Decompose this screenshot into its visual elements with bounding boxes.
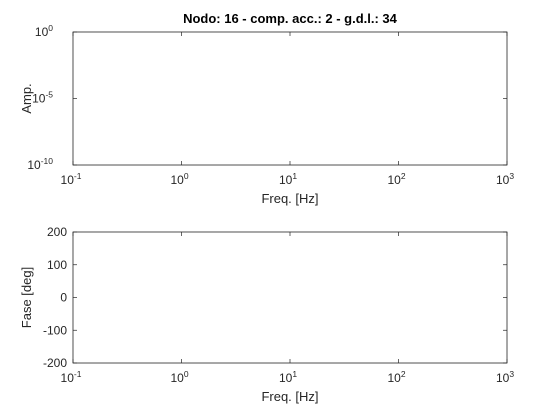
y-axis-label: Fase [deg] <box>19 267 34 328</box>
axes-box <box>72 31 508 166</box>
y-tick-label: 10-10 <box>27 156 53 172</box>
x-tick-label: 103 <box>496 171 514 187</box>
y-tick-label: 10-5 <box>32 90 53 106</box>
x-axis-label: Freq. [Hz] <box>261 389 318 404</box>
y-tick-label: 100 <box>35 23 53 39</box>
y-tick-label: 200 <box>47 225 67 239</box>
y-tick-label: -200 <box>43 356 67 370</box>
x-tick-label: 102 <box>387 171 405 187</box>
x-tick-label: 101 <box>279 171 297 187</box>
y-tick-label: 0 <box>60 291 67 305</box>
chart-2: 10-1 100 101 102 103 -200 -100 0 100 200 Freq. [Hz… <box>19 225 514 404</box>
x-tick-label: 10-1 <box>61 171 82 187</box>
x-axis-label: Freq. [Hz] <box>261 191 318 206</box>
y-tick-label: 100 <box>47 258 67 272</box>
axes-box <box>72 231 508 364</box>
y-axis-label: Amp. <box>19 83 34 113</box>
chart-title: Nodo: 16 - comp. acc.: 2 - g.d.l.: 34 <box>183 11 398 26</box>
x-tick-label: 102 <box>387 369 405 385</box>
x-tick-label: 103 <box>496 369 514 385</box>
x-tick-label: 100 <box>170 369 188 385</box>
x-tick-label: 100 <box>170 171 188 187</box>
x-tick-label: 10-1 <box>61 369 82 385</box>
y-tick-label: -100 <box>43 323 67 337</box>
chart-1: 10-1 100 101 102 103 10-10 10-5 100 Freq. [Hz] Am… <box>19 11 514 206</box>
x-tick-label: 101 <box>279 369 297 385</box>
